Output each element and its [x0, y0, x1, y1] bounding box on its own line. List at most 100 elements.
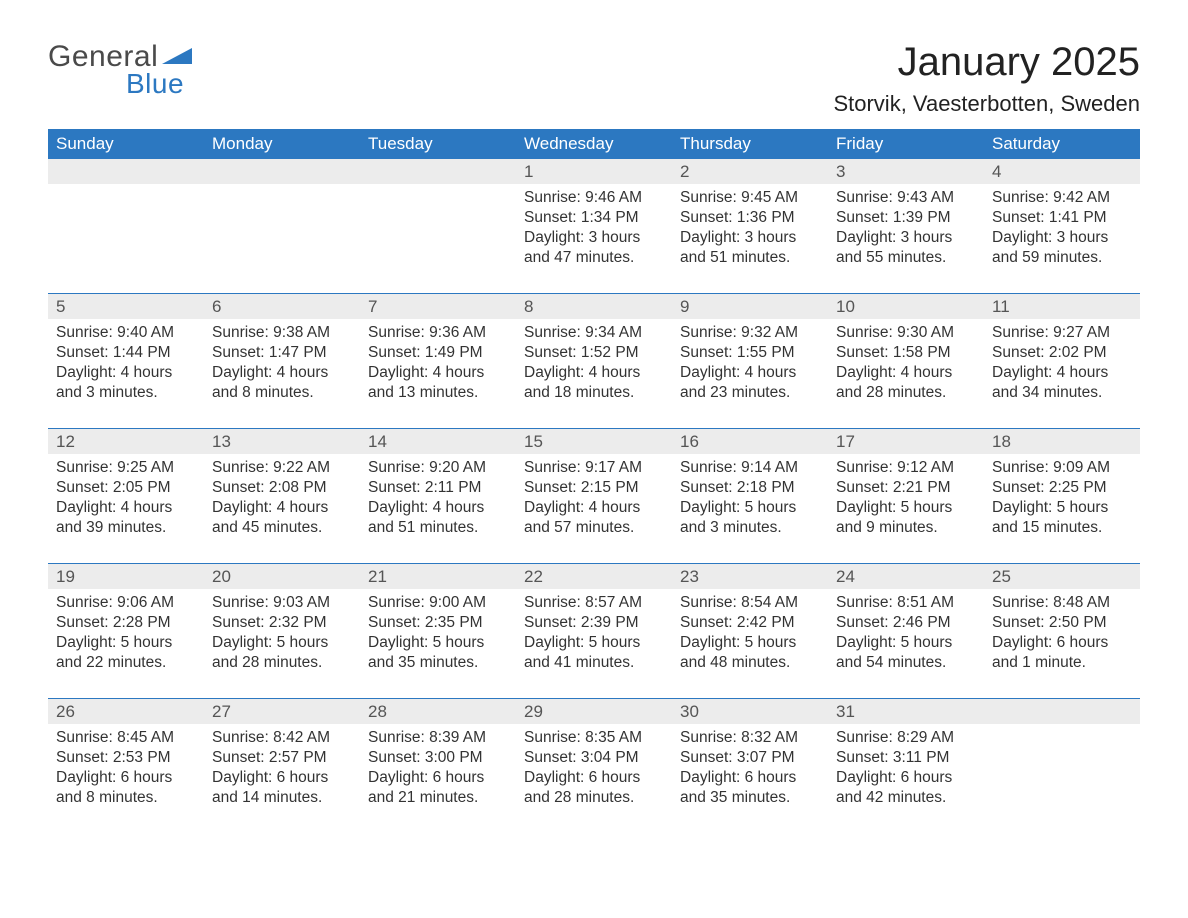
sunrise-text: Sunrise: 9:40 AM [56, 323, 196, 343]
sunrise-text: Sunrise: 8:54 AM [680, 593, 820, 613]
daylight-text: Daylight: 4 hours and 34 minutes. [992, 363, 1132, 403]
day-number: 22 [516, 564, 672, 589]
day-details: Sunrise: 9:45 AMSunset: 1:36 PMDaylight:… [672, 184, 828, 269]
calendar-week: 26Sunrise: 8:45 AMSunset: 2:53 PMDayligh… [48, 698, 1140, 819]
calendar-day-cell: 18Sunrise: 9:09 AMSunset: 2:25 PMDayligh… [984, 429, 1140, 549]
day-number: 20 [204, 564, 360, 589]
calendar: Sunday Monday Tuesday Wednesday Thursday… [48, 129, 1140, 819]
day-number: 2 [672, 159, 828, 184]
day-details [48, 184, 204, 188]
calendar-day-cell: 6Sunrise: 9:38 AMSunset: 1:47 PMDaylight… [204, 294, 360, 414]
dow-saturday: Saturday [984, 129, 1140, 159]
daylight-text: Daylight: 5 hours and 28 minutes. [212, 633, 352, 673]
sunset-text: Sunset: 2:46 PM [836, 613, 976, 633]
calendar-day-cell: 2Sunrise: 9:45 AMSunset: 1:36 PMDaylight… [672, 159, 828, 279]
brand-triangle-icon [162, 44, 192, 69]
dow-tuesday: Tuesday [360, 129, 516, 159]
calendar-day-cell: 25Sunrise: 8:48 AMSunset: 2:50 PMDayligh… [984, 564, 1140, 684]
daylight-text: Daylight: 3 hours and 59 minutes. [992, 228, 1132, 268]
day-number: 31 [828, 699, 984, 724]
day-number [48, 159, 204, 184]
sunrise-text: Sunrise: 9:38 AM [212, 323, 352, 343]
calendar-day-cell: 13Sunrise: 9:22 AMSunset: 2:08 PMDayligh… [204, 429, 360, 549]
sunrise-text: Sunrise: 9:03 AM [212, 593, 352, 613]
brand-word2: Blue [126, 68, 184, 100]
sunset-text: Sunset: 2:32 PM [212, 613, 352, 633]
calendar-day-cell: 22Sunrise: 8:57 AMSunset: 2:39 PMDayligh… [516, 564, 672, 684]
day-details: Sunrise: 9:38 AMSunset: 1:47 PMDaylight:… [204, 319, 360, 404]
calendar-day-cell [204, 159, 360, 279]
daylight-text: Daylight: 6 hours and 21 minutes. [368, 768, 508, 808]
day-number: 7 [360, 294, 516, 319]
daylight-text: Daylight: 4 hours and 45 minutes. [212, 498, 352, 538]
sunrise-text: Sunrise: 8:29 AM [836, 728, 976, 748]
daylight-text: Daylight: 6 hours and 28 minutes. [524, 768, 664, 808]
daylight-text: Daylight: 4 hours and 57 minutes. [524, 498, 664, 538]
sunrise-text: Sunrise: 8:42 AM [212, 728, 352, 748]
day-details: Sunrise: 9:43 AMSunset: 1:39 PMDaylight:… [828, 184, 984, 269]
calendar-day-cell: 30Sunrise: 8:32 AMSunset: 3:07 PMDayligh… [672, 699, 828, 819]
day-details: Sunrise: 8:29 AMSunset: 3:11 PMDaylight:… [828, 724, 984, 809]
sunrise-text: Sunrise: 9:12 AM [836, 458, 976, 478]
calendar-day-cell: 4Sunrise: 9:42 AMSunset: 1:41 PMDaylight… [984, 159, 1140, 279]
sunset-text: Sunset: 3:04 PM [524, 748, 664, 768]
dow-friday: Friday [828, 129, 984, 159]
sunrise-text: Sunrise: 9:09 AM [992, 458, 1132, 478]
sunrise-text: Sunrise: 8:45 AM [56, 728, 196, 748]
sunset-text: Sunset: 1:52 PM [524, 343, 664, 363]
month-title: January 2025 [833, 40, 1140, 85]
calendar-day-cell: 8Sunrise: 9:34 AMSunset: 1:52 PMDaylight… [516, 294, 672, 414]
calendar-day-cell: 7Sunrise: 9:36 AMSunset: 1:49 PMDaylight… [360, 294, 516, 414]
day-details: Sunrise: 9:46 AMSunset: 1:34 PMDaylight:… [516, 184, 672, 269]
sunrise-text: Sunrise: 8:32 AM [680, 728, 820, 748]
daylight-text: Daylight: 4 hours and 51 minutes. [368, 498, 508, 538]
calendar-day-cell [48, 159, 204, 279]
day-details: Sunrise: 9:09 AMSunset: 2:25 PMDaylight:… [984, 454, 1140, 539]
day-number: 13 [204, 429, 360, 454]
daylight-text: Daylight: 3 hours and 51 minutes. [680, 228, 820, 268]
day-number: 25 [984, 564, 1140, 589]
day-number [360, 159, 516, 184]
sunrise-text: Sunrise: 9:27 AM [992, 323, 1132, 343]
sunset-text: Sunset: 1:47 PM [212, 343, 352, 363]
calendar-day-cell: 17Sunrise: 9:12 AMSunset: 2:21 PMDayligh… [828, 429, 984, 549]
sunset-text: Sunset: 2:57 PM [212, 748, 352, 768]
sunrise-text: Sunrise: 9:17 AM [524, 458, 664, 478]
sunrise-text: Sunrise: 9:30 AM [836, 323, 976, 343]
sunrise-text: Sunrise: 9:20 AM [368, 458, 508, 478]
sunset-text: Sunset: 2:35 PM [368, 613, 508, 633]
sunrise-text: Sunrise: 9:00 AM [368, 593, 508, 613]
sunset-text: Sunset: 2:53 PM [56, 748, 196, 768]
calendar-week: 19Sunrise: 9:06 AMSunset: 2:28 PMDayligh… [48, 563, 1140, 684]
day-details: Sunrise: 9:32 AMSunset: 1:55 PMDaylight:… [672, 319, 828, 404]
day-number: 5 [48, 294, 204, 319]
sunset-text: Sunset: 2:28 PM [56, 613, 196, 633]
sunrise-text: Sunrise: 9:46 AM [524, 188, 664, 208]
sunrise-text: Sunrise: 9:43 AM [836, 188, 976, 208]
calendar-day-cell [360, 159, 516, 279]
sunset-text: Sunset: 1:39 PM [836, 208, 976, 228]
sunset-text: Sunset: 1:41 PM [992, 208, 1132, 228]
day-details: Sunrise: 8:35 AMSunset: 3:04 PMDaylight:… [516, 724, 672, 809]
day-details: Sunrise: 9:27 AMSunset: 2:02 PMDaylight:… [984, 319, 1140, 404]
day-details: Sunrise: 9:00 AMSunset: 2:35 PMDaylight:… [360, 589, 516, 674]
calendar-day-cell: 3Sunrise: 9:43 AMSunset: 1:39 PMDaylight… [828, 159, 984, 279]
day-of-week-header: Sunday Monday Tuesday Wednesday Thursday… [48, 129, 1140, 159]
day-details: Sunrise: 9:06 AMSunset: 2:28 PMDaylight:… [48, 589, 204, 674]
sunrise-text: Sunrise: 9:32 AM [680, 323, 820, 343]
day-number: 17 [828, 429, 984, 454]
day-details: Sunrise: 8:51 AMSunset: 2:46 PMDaylight:… [828, 589, 984, 674]
day-number: 10 [828, 294, 984, 319]
calendar-week: 5Sunrise: 9:40 AMSunset: 1:44 PMDaylight… [48, 293, 1140, 414]
day-details: Sunrise: 9:36 AMSunset: 1:49 PMDaylight:… [360, 319, 516, 404]
daylight-text: Daylight: 4 hours and 3 minutes. [56, 363, 196, 403]
daylight-text: Daylight: 5 hours and 3 minutes. [680, 498, 820, 538]
day-details: Sunrise: 9:42 AMSunset: 1:41 PMDaylight:… [984, 184, 1140, 269]
day-number: 6 [204, 294, 360, 319]
calendar-day-cell: 24Sunrise: 8:51 AMSunset: 2:46 PMDayligh… [828, 564, 984, 684]
sunrise-text: Sunrise: 9:22 AM [212, 458, 352, 478]
day-number: 14 [360, 429, 516, 454]
calendar-week: 12Sunrise: 9:25 AMSunset: 2:05 PMDayligh… [48, 428, 1140, 549]
daylight-text: Daylight: 4 hours and 8 minutes. [212, 363, 352, 403]
day-number: 3 [828, 159, 984, 184]
